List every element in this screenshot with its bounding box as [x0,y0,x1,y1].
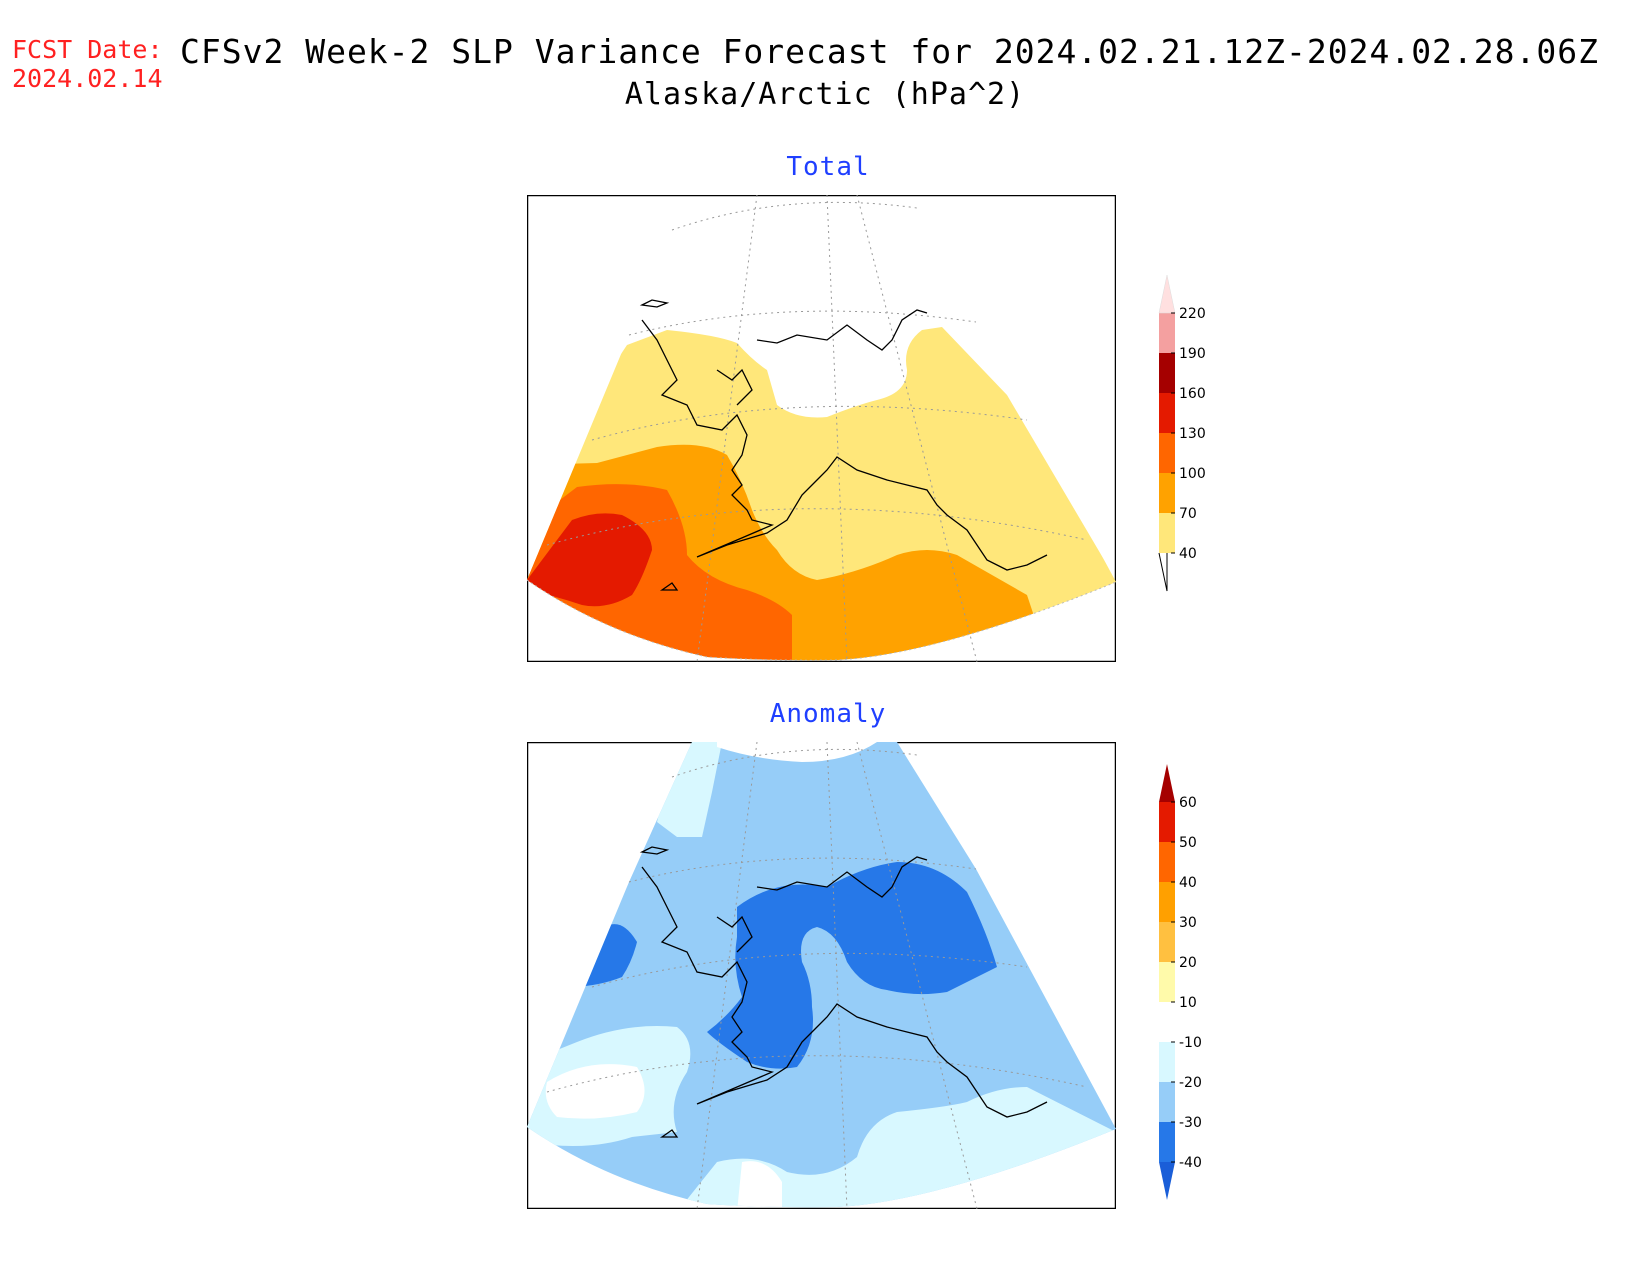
anomaly-cbar-label: 10 [1179,995,1197,1011]
anomaly-cbar-label: 20 [1179,955,1197,971]
total-cbar-swatch [1159,433,1175,473]
total-cbar-label: 70 [1179,506,1197,522]
anomaly-cbar-label: -20 [1179,1075,1202,1091]
total-cbar-label: 40 [1179,546,1197,562]
total-cbar-swatch [1159,473,1175,513]
total-contour-130-160 [527,513,652,607]
anomaly-cbar-swatch [1159,802,1175,842]
total-cbar-tail [1158,552,1168,592]
anomaly-cbar-label: 30 [1179,915,1197,931]
sub-title: Alaska/Arctic (hPa^2) [624,77,1026,112]
anomaly-cbar-swatch [1159,962,1175,1002]
anomaly-cbar-swatch [1159,1002,1175,1042]
anomaly-graticule [546,742,1088,1209]
total-colorbar: 40 70 100 130 160 190 220 [1158,274,1206,592]
total-cbar-swatch [1159,353,1175,393]
anomaly-cbar-label: 50 [1179,835,1197,851]
total-cbar-label: 160 [1179,386,1206,402]
anomaly-panel-title: Anomaly [769,699,887,729]
total-graticule [546,195,1088,662]
total-domain-outline [527,579,1116,661]
total-panel-title: Total [786,152,870,182]
anomaly-cbar-swatch [1159,842,1175,882]
anomaly-cbar-swatch [1159,1042,1175,1082]
total-cbar-swatch [1159,513,1175,553]
anomaly-cbar-label: 60 [1179,795,1197,811]
total-cbar-label: 190 [1179,346,1206,362]
total-cbar-label: 130 [1179,426,1206,442]
anomaly-coastline [639,846,1048,1138]
forecast-date-label: FCST Date: [12,35,163,64]
total-cbar-label: 220 [1179,306,1206,322]
forecast-date-value: 2024.02.14 [12,64,163,93]
total-cbar-top-triangle [1158,274,1176,314]
anomaly-map [527,742,1116,1209]
anomaly-near-zero-west [545,1064,645,1119]
anomaly-cbar-swatch [1159,882,1175,922]
anomaly-near-zero-north [717,742,877,762]
total-variance-map [527,195,1116,662]
total-cbar-label: 100 [1179,466,1206,482]
anomaly-cbar-label: -10 [1179,1035,1202,1051]
anomaly-cbar-top-triangle [1159,764,1175,802]
anomaly-cbar-swatch [1159,1122,1175,1162]
anomaly-cbar-swatch [1159,922,1175,962]
anomaly-near-zero-south [737,1161,782,1208]
anomaly-contour-40-30-main [707,862,997,1069]
anomaly-cbar-label: -30 [1179,1115,1202,1131]
total-cbar-swatch [1159,393,1175,433]
total-coastline [639,299,1048,591]
total-cbar-swatch [1159,313,1175,353]
anomaly-cbar-swatch [1159,1082,1175,1122]
anomaly-cbar-label: -40 [1179,1155,1202,1171]
anomaly-cbar-label: 40 [1179,875,1197,891]
anomaly-cbar-bottom-triangle [1159,1162,1175,1200]
main-title: CFSv2 Week-2 SLP Variance Forecast for 2… [180,32,1600,71]
anomaly-colorbar: -40 -30 -20 -10 10 20 30 40 50 60 [1159,764,1202,1200]
total-low-region [747,335,897,417]
